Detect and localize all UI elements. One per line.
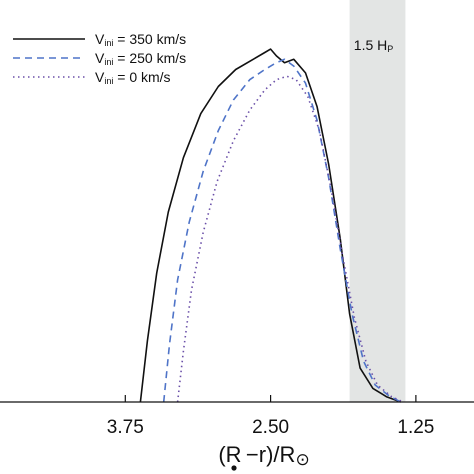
x-tick-label-1: 3.75	[107, 417, 144, 438]
axis-layer: 5.003.752.501.25	[0, 395, 474, 438]
legend-label-1: Vini = 250 km/s	[95, 50, 186, 67]
series-layer	[139, 48, 404, 403]
legend-label-0: Vini = 350 km/s	[95, 31, 186, 48]
shaded-region	[349, 0, 406, 402]
series-line-1	[162, 58, 402, 403]
x-axis-label-text: (R −r)/R⊙	[218, 442, 309, 469]
shaded-region-label: 1.5 HP	[354, 37, 393, 54]
x-axis-label: (R −r)/R⊙	[218, 442, 310, 471]
legend-label-2: Vini = 0 km/s	[95, 69, 171, 86]
x-tick-label-3: 1.25	[397, 417, 434, 438]
x-axis-label-dot	[231, 465, 237, 471]
shaded-region-layer: 1.5 HP	[349, 0, 406, 402]
legend: Vini = 350 km/s Vini = 250 km/s Vini = 0 k…	[13, 31, 186, 86]
series-line-0	[139, 48, 402, 403]
series-line-2	[176, 75, 404, 403]
x-tick-label-2: 2.50	[252, 417, 289, 438]
